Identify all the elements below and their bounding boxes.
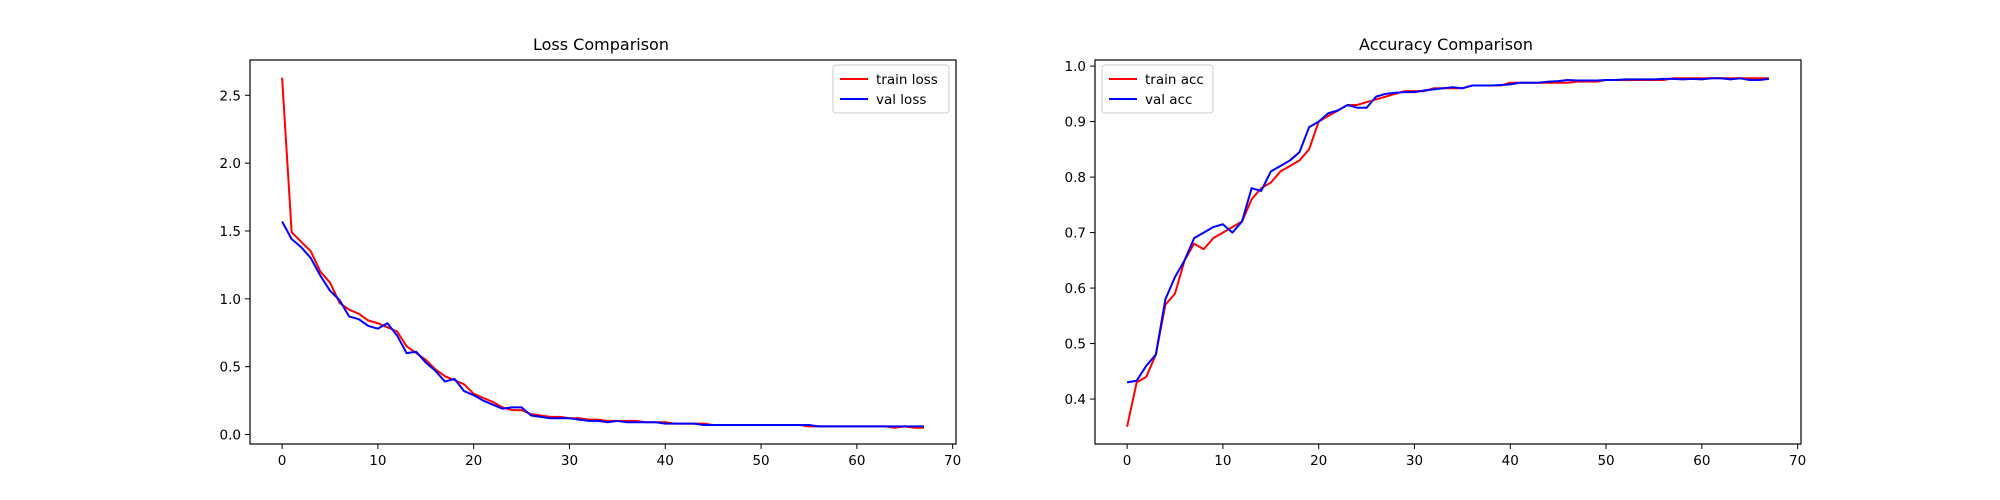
- x-tick-label: 70: [944, 453, 961, 469]
- y-tick-label: 2.0: [220, 156, 241, 172]
- tick-group: 0 10 20 30 40 50 60 70 0.4 0.5 0.6 0.7 0.8 0.9 1.0: [1065, 59, 1807, 469]
- x-tick-label: 40: [1502, 453, 1519, 469]
- series-group: [281, 77, 924, 429]
- y-tick-label: 0.6: [1065, 281, 1086, 297]
- y-tick-label: 1.0: [220, 292, 241, 308]
- series-line-train-acc: [1126, 77, 1769, 428]
- legend-label-val-acc: val acc: [1145, 92, 1192, 108]
- series-line-train-loss: [281, 77, 924, 429]
- x-tick-label: 20: [465, 453, 482, 469]
- series-line-val-loss: [281, 220, 924, 428]
- y-tick-label: 0.0: [220, 428, 241, 444]
- plot-frame: [249, 59, 957, 445]
- y-tick-label: 0.5: [1065, 337, 1086, 353]
- x-tick-label: 70: [1789, 453, 1806, 469]
- plot-frame: [1094, 59, 1802, 445]
- legend-label-train-loss: train loss: [876, 72, 938, 88]
- loss-chart: Loss Comparison 0 10 20 30 40 50 60 70 0.0 0.5 1.0…: [220, 35, 962, 469]
- y-tick-label: 0.8: [1065, 170, 1086, 186]
- x-tick-label: 60: [848, 453, 865, 469]
- x-tick-label: 30: [1406, 453, 1423, 469]
- legend-box: [1101, 64, 1214, 114]
- chart-title: Loss Comparison: [533, 35, 669, 54]
- x-tick-label: 10: [1214, 453, 1231, 469]
- legend-label-val-loss: val loss: [876, 92, 926, 108]
- y-tick-label: 0.4: [1065, 392, 1086, 408]
- x-tick-label: 60: [1693, 453, 1710, 469]
- y-tick-label: 2.5: [220, 88, 241, 104]
- x-tick-label: 50: [1597, 453, 1614, 469]
- x-tick-label: 0: [278, 453, 287, 469]
- x-tick-label: 50: [752, 453, 769, 469]
- legend-box: [832, 64, 950, 114]
- y-tick-label: 1.5: [220, 224, 241, 240]
- accuracy-chart: Accuracy Comparison 0 10 20 30 40 50 60 70 0.4 0.…: [1065, 35, 1807, 469]
- series-line-val-acc: [1126, 77, 1770, 384]
- y-tick-label: 0.7: [1065, 226, 1086, 242]
- legend: train loss val loss: [832, 64, 950, 114]
- chart-title: Accuracy Comparison: [1359, 35, 1533, 54]
- y-tick-label: 0.9: [1065, 115, 1086, 131]
- series-group: [1126, 77, 1770, 428]
- legend: train acc val acc: [1101, 64, 1214, 114]
- tick-group: 0 10 20 30 40 50 60 70 0.0 0.5 1.0 1.5 2.0 2.5: [220, 88, 962, 469]
- x-tick-label: 10: [369, 453, 386, 469]
- x-tick-label: 20: [1310, 453, 1327, 469]
- legend-label-train-acc: train acc: [1145, 72, 1204, 88]
- y-tick-label: 0.5: [220, 360, 241, 376]
- x-tick-label: 40: [657, 453, 674, 469]
- y-tick-label: 1.0: [1065, 59, 1086, 75]
- x-tick-label: 0: [1123, 453, 1132, 469]
- x-tick-label: 30: [561, 453, 578, 469]
